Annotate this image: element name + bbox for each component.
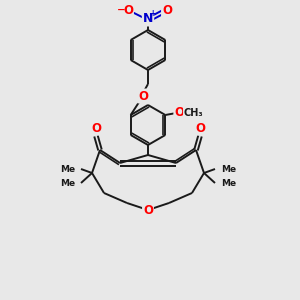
Text: O: O: [143, 203, 153, 217]
Text: −: −: [117, 5, 125, 15]
Text: +: +: [149, 8, 155, 17]
Text: Me: Me: [60, 178, 75, 188]
Text: O: O: [123, 4, 133, 17]
Text: N: N: [143, 13, 153, 26]
Text: O: O: [91, 122, 101, 134]
Text: CH₃: CH₃: [184, 108, 203, 118]
Text: Me: Me: [221, 178, 236, 188]
Text: O: O: [138, 89, 148, 103]
Text: Me: Me: [60, 164, 75, 173]
Text: Me: Me: [221, 164, 236, 173]
Text: O: O: [174, 106, 184, 119]
Text: O: O: [162, 4, 172, 17]
Text: O: O: [195, 122, 205, 134]
